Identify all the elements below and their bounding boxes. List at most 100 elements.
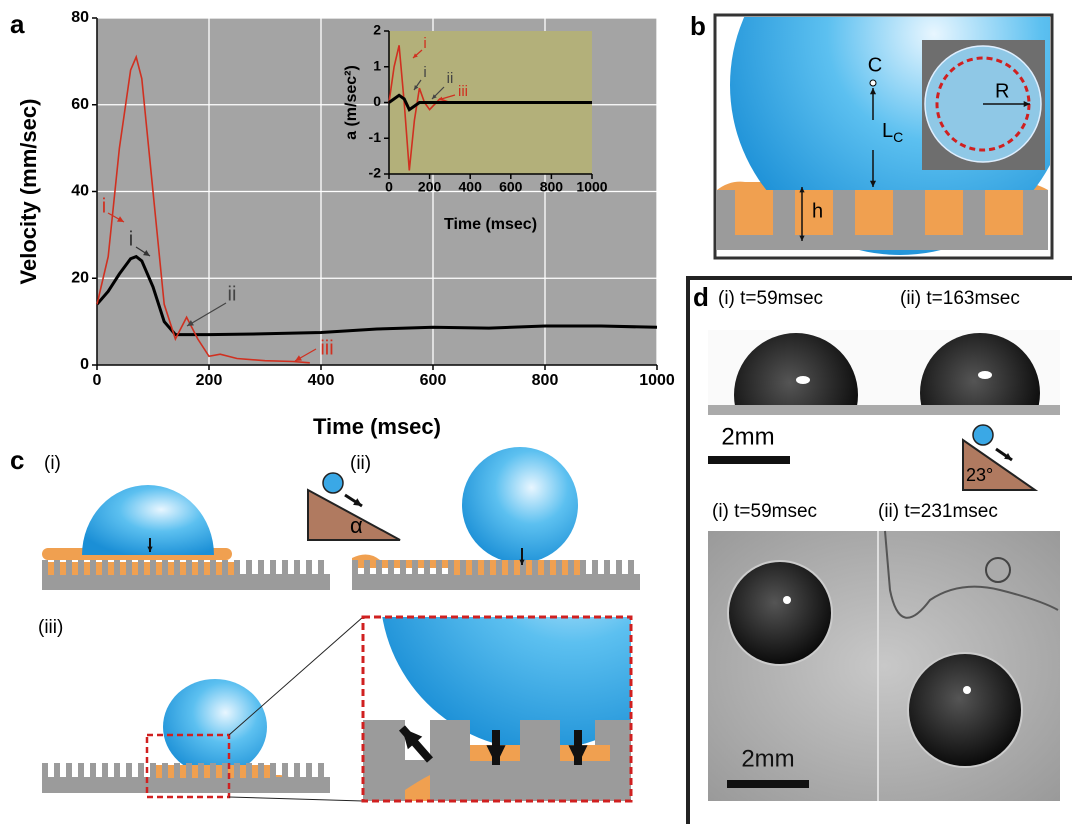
center-dot [869,79,877,87]
panel-label: b [690,11,706,41]
photo-caption: (ii) t=231msec [878,501,998,522]
pillar [174,763,180,778]
y-tick-label: 80 [71,9,89,26]
annotation: i [423,35,426,52]
y-tick-label: 40 [71,183,89,200]
pillar [246,763,252,778]
x-tick-label: 400 [459,179,483,195]
pillar-gap-liquid [168,765,174,778]
pillar-gap-liquid [156,765,162,778]
arrow-head [486,745,506,765]
pillar-gap-liquid [192,765,198,778]
pillar [496,560,502,575]
panel-label: d [693,282,709,312]
pillar [234,763,240,778]
pillar [186,560,192,575]
pillar-gap [985,190,1023,235]
incline [962,438,1039,491]
arrow-head [353,498,362,506]
highlight [978,371,992,379]
series-line [95,254,658,337]
pillar [388,560,394,575]
angle-label: 23° [966,465,993,485]
pillar [604,560,610,575]
pillar-gap-liquid [84,562,90,575]
arrow-head [519,559,525,565]
pillar [294,560,300,575]
arrow-head [295,355,302,361]
panel-label: c [10,445,24,475]
arrow-head [1023,100,1030,108]
pillar [198,560,204,575]
pillar [126,763,132,778]
pillar-gap-liquid [48,562,54,575]
x-tick-label: 200 [418,179,442,195]
x-tick-label: 200 [196,372,223,389]
pillar-gap-liquid [538,562,544,575]
arrow-head [117,216,124,222]
y-tick-label: 20 [71,269,89,286]
pillar [42,763,48,778]
center-label: C [868,54,882,76]
panel-b [717,17,1050,255]
pillar-gap-liquid [502,562,508,575]
pillar [222,560,228,575]
pillar [460,560,466,575]
photo-caption: (ii) t=163msec [900,288,1020,309]
annotation: ii [228,283,237,305]
pillar [54,763,60,778]
photo-caption: (i) t=59msec [718,288,823,309]
pillar [162,560,168,575]
pillar [150,763,156,778]
x-tick-label: 600 [420,372,447,389]
pillar [198,763,204,778]
small-drop [985,557,1011,583]
drop-photo [727,560,833,666]
arrow-head [799,187,805,193]
pillar [400,560,406,575]
annotation: i [423,64,426,81]
x-tick-label: 1000 [639,372,675,389]
substrate [352,574,640,590]
y-tick-label: -2 [369,165,382,181]
pillar-gap-liquid [574,562,580,575]
pillar [318,763,324,778]
droplet [82,485,214,555]
pillar [66,763,72,778]
pillar [234,560,240,575]
arrow-head [187,320,194,326]
droplet [382,617,631,750]
pillar [66,560,72,575]
zoom-line [228,796,364,802]
pillar [318,560,324,575]
arrow [186,302,227,327]
annotation: i [129,228,133,250]
y-tick-label: 60 [71,96,89,113]
x-axis-label: Time (msec) [313,414,441,439]
pillar [114,560,120,575]
zoom-box [145,733,231,799]
pillar-gap-liquid [60,562,66,575]
substrate [42,777,330,793]
arrow-head [147,546,153,552]
y-axis-label: Velocity (mm/sec) [16,99,41,285]
x-tick-label: 1000 [576,179,607,195]
y-axis-label: a (m/sec²) [343,65,360,140]
x-tick-label: 0 [93,372,102,389]
pillar [246,560,252,575]
pillar [54,560,60,575]
pillar-gap-liquid [144,562,150,575]
highlight [796,376,810,384]
zoom-line [228,616,364,736]
height-label: h [812,200,823,222]
drop-photo [907,652,1023,768]
length-sub: C [893,129,903,145]
pillar-gap-liquid [204,562,210,575]
pillar [424,560,430,575]
pillar [568,560,574,575]
scale-label: 2mm [721,423,774,450]
pillar-gap [925,190,963,235]
arrow-head [438,96,443,101]
pillar [592,560,598,575]
pillar-gap-liquid [132,562,138,575]
